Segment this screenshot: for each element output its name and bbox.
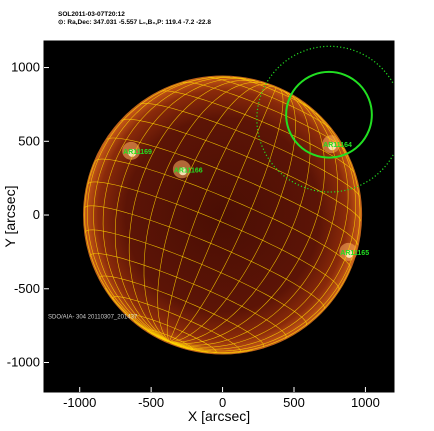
x-tick-label: 500 (283, 395, 305, 410)
x-tick-label: -1000 (63, 395, 96, 410)
active-region-core (178, 167, 187, 176)
longitude-line (169, 90, 296, 342)
instrument-label: SDO/AIA- 304 20110307_201437 (48, 314, 138, 320)
longitude-line (143, 81, 267, 342)
longitude-line (169, 268, 351, 353)
y-tick-label: -1000 (7, 355, 40, 370)
longitude-line (84, 161, 170, 342)
active-region-label: AR11166 (174, 167, 203, 174)
plot-frame (43, 40, 395, 393)
x-tick-label: 1000 (351, 395, 380, 410)
active-region-core (128, 148, 137, 157)
longitude-line (86, 81, 186, 342)
longitude-line (169, 112, 357, 350)
active-region-label: AR11164 (323, 142, 352, 149)
y-tick-label: 1000 (11, 60, 40, 75)
longitude-line (104, 287, 170, 342)
y-axis-label: Y [arcsec] (2, 186, 18, 248)
longitude-line (169, 102, 349, 348)
longitude-line (128, 79, 259, 342)
longitude-line (157, 83, 270, 342)
x-tick-label: 0 (219, 395, 226, 410)
solid-circle (285, 70, 373, 159)
observation-time: SOL2011-03-07T20:12 (58, 11, 125, 18)
x-axis-label: X [arcsec] (188, 408, 250, 424)
longitude-line (93, 76, 231, 342)
x-tick-label: -500 (138, 395, 164, 410)
pointing-info: ⊙: Ra,Dec: 347.031 -5.557 L₀,B₀,P: 119.4… (58, 19, 211, 26)
longitude-line (169, 95, 325, 344)
dotted-circle (256, 45, 394, 193)
longitude-line (169, 88, 284, 342)
active-region-label: AR11165 (340, 250, 369, 257)
heliographic-grid (83, 75, 363, 355)
longitude-line (166, 85, 273, 342)
longitude-line (169, 341, 172, 344)
longitude-line (102, 77, 247, 342)
y-tick-label: -500 (14, 281, 40, 296)
y-tick-label: 500 (18, 133, 40, 148)
y-tick-label: 0 (33, 207, 40, 222)
longitude-line (169, 148, 361, 352)
longitude-line (169, 91, 311, 343)
longitude-line (169, 97, 338, 346)
active-region-label: AR11169 (123, 149, 152, 156)
longitude-line (114, 78, 256, 342)
longitude-line (169, 87, 277, 342)
active-region-core (345, 249, 354, 258)
